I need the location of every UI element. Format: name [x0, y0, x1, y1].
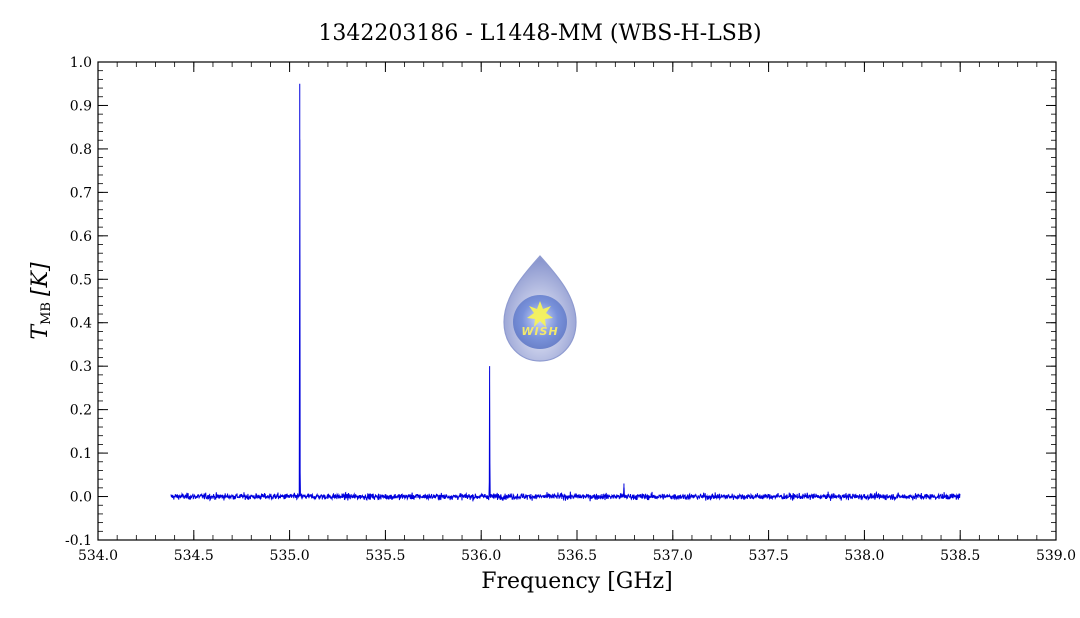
y-axis-label-subscript: MB — [39, 302, 54, 325]
x-tick-label: 537.0 — [653, 548, 693, 564]
x-axis-label: Frequency [GHz] — [481, 569, 673, 594]
y-tick-label: 0.0 — [70, 490, 92, 506]
y-tick-label: 1.0 — [70, 55, 92, 71]
plot-frame — [97, 61, 1057, 541]
y-tick-label: 0.5 — [70, 272, 92, 288]
y-tick-label: 0.9 — [70, 98, 92, 114]
x-tick-label: 536.5 — [557, 548, 597, 564]
wish-logo: WISH — [503, 255, 577, 362]
y-tick-label: 0.8 — [70, 142, 92, 158]
y-axis-label-unit: [K] — [28, 262, 53, 296]
y-tick-label: -0.1 — [65, 533, 92, 549]
logo-text: WISH — [521, 325, 558, 338]
x-tick-label: 535.0 — [270, 548, 310, 564]
y-tick-label: 0.1 — [70, 446, 92, 462]
x-tick-label: 538.5 — [940, 548, 980, 564]
y-tick-label: 0.7 — [70, 185, 92, 201]
x-tick-labels: 534.0 534.5 535.0 535.5 536.0 536.5 537.0 537.5… — [78, 548, 1076, 564]
x-tick-label: 535.5 — [365, 548, 405, 564]
y-axis-label: TMB [K] — [28, 262, 54, 340]
y-tick-label: 0.3 — [70, 359, 92, 375]
svg-text:TMB[K]: TMB [K] — [28, 262, 54, 340]
chart-title: 1342203186 - L1448-MM (WBS-H-LSB) — [318, 21, 761, 46]
x-tick-label: 536.0 — [461, 548, 501, 564]
series-line-spectrum — [170, 83, 961, 502]
x-tick-label: 534.5 — [174, 548, 214, 564]
y-tick-label: 0.4 — [70, 316, 92, 332]
axis-ticks — [97, 61, 1057, 541]
x-tick-label: 537.5 — [749, 548, 789, 564]
y-tick-labels: -0.1 0.0 0.1 0.2 0.3 0.4 0.5 0.6 0.7 0.8 0.9 1.0 — [65, 55, 92, 549]
y-axis-label-symbol: T — [28, 323, 53, 340]
y-tick-label: 0.6 — [70, 229, 92, 245]
x-tick-label: 539.0 — [1036, 548, 1076, 564]
y-tick-label: 0.2 — [70, 403, 92, 419]
x-tick-label: 534.0 — [78, 548, 118, 564]
x-tick-label: 538.0 — [844, 548, 884, 564]
